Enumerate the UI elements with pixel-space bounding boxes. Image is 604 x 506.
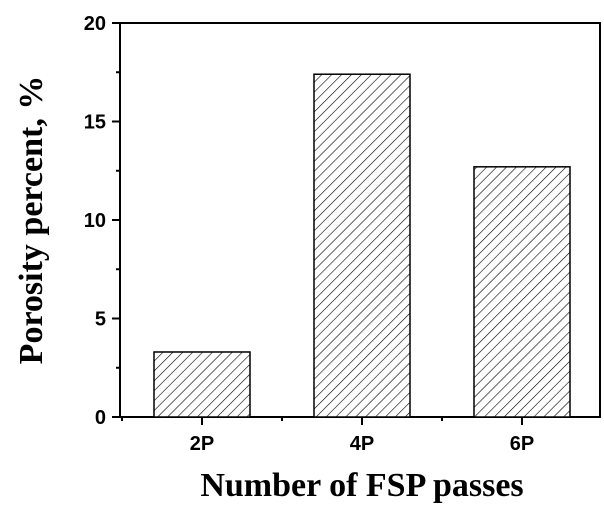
y-tick-label: 0	[95, 407, 106, 429]
y-axis-title: Porosity percent, %	[13, 76, 50, 365]
y-tick-label: 15	[84, 112, 106, 134]
bar-4P	[314, 74, 410, 417]
y-axis-ticks: 0 5 10 15 20	[84, 13, 120, 429]
x-axis-ticks: 2P 4P 6P	[122, 417, 534, 455]
bars-group	[154, 74, 570, 417]
y-tick-label: 20	[84, 13, 106, 35]
x-tick-label: 4P	[350, 433, 374, 455]
bar-2P	[154, 352, 250, 417]
bar-6P	[474, 167, 570, 417]
y-tick-label: 5	[95, 309, 106, 331]
x-tick-label: 2P	[190, 433, 214, 455]
x-axis-title: Number of FSP passes	[200, 467, 523, 504]
x-tick-label: 6P	[510, 433, 534, 455]
y-tick-label: 10	[84, 210, 106, 232]
